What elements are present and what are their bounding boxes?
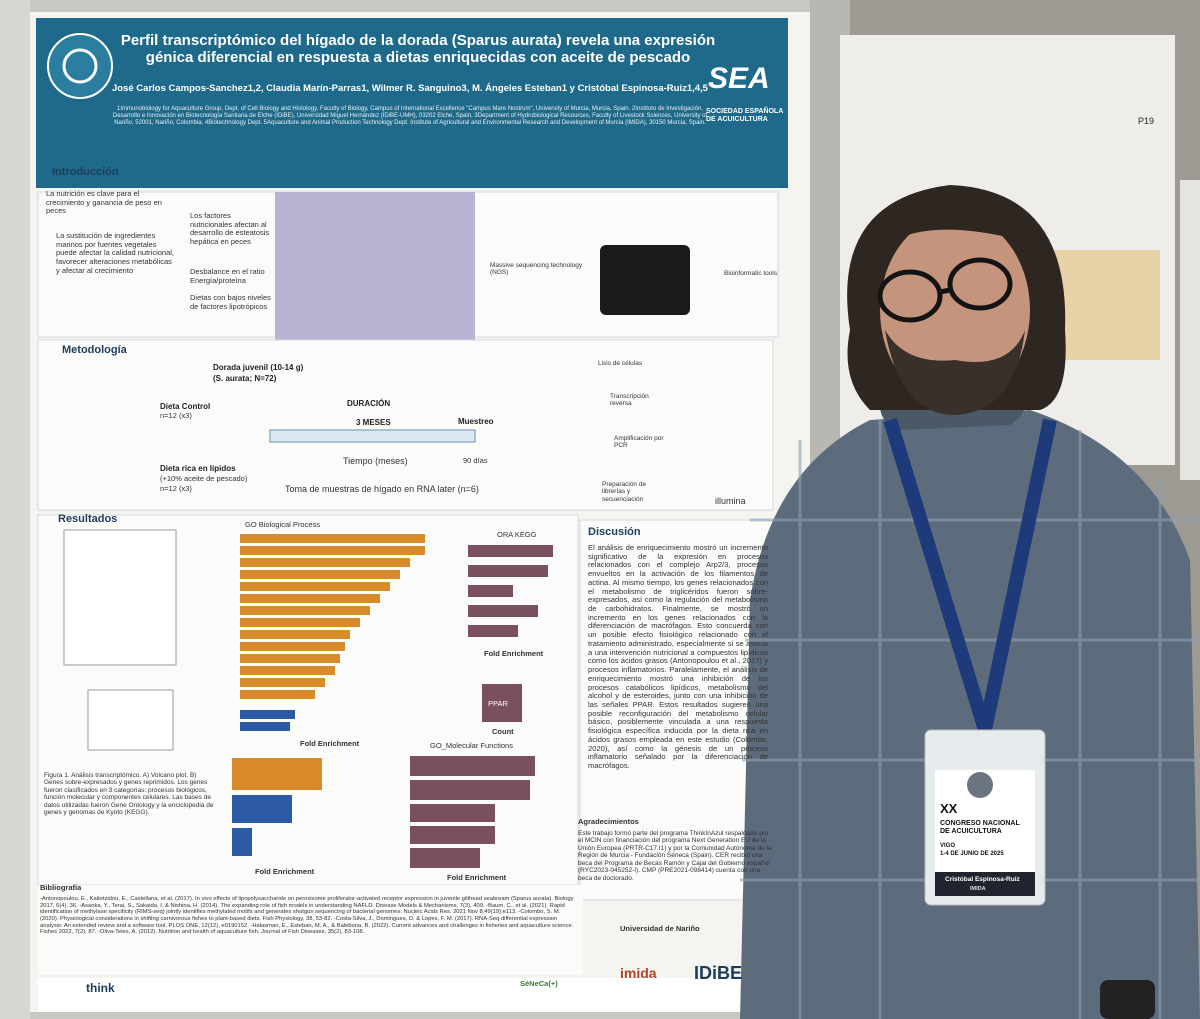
method-text: Lisis de células xyxy=(598,360,643,367)
logo-strip xyxy=(38,978,778,1012)
ppar-box xyxy=(482,684,522,722)
intro-text: La sustitución de ingredientes marinos p… xyxy=(56,231,174,275)
method-panel xyxy=(37,339,774,511)
board-number: P19 xyxy=(1138,116,1155,126)
axis-label: Fold Enrichment xyxy=(484,649,544,658)
badge-name-bar xyxy=(935,872,1035,896)
poster-affiliations: 1Immunobiology for Aquaculture Group, De… xyxy=(112,106,708,126)
method-text: (S. aurata; N=72) xyxy=(213,374,277,383)
section-heading: Metodología xyxy=(62,344,127,356)
section-heading: Resultados xyxy=(58,513,118,525)
badge-text: 1-4 DE JUNIO DE 2025 xyxy=(940,851,1004,857)
intro-text: Desbalance en el ratio Energía/proteína xyxy=(190,267,265,285)
intro-text: Massive sequencing technology (NGS) xyxy=(490,262,583,277)
mf-bar-2 xyxy=(232,795,292,823)
logo-text: think xyxy=(86,981,115,995)
poster-title: Perfil transcriptómico del hígado de la … xyxy=(120,32,716,67)
badge-text: XX xyxy=(940,801,958,816)
logo-text: imida xyxy=(620,965,657,981)
axis-label: Fold Enrichment xyxy=(255,867,315,876)
glasses xyxy=(877,257,1013,323)
axis-label: Count xyxy=(492,727,514,736)
badge-affiliation: IMIDA xyxy=(970,886,986,892)
chart-label: PPAR xyxy=(488,699,508,708)
watch xyxy=(1100,980,1155,1019)
congress-logo xyxy=(47,33,113,99)
discussion-panel xyxy=(579,519,776,901)
fringe xyxy=(870,209,1030,250)
biblio-panel xyxy=(38,885,583,975)
method-text: (+10% aceite de pescado) xyxy=(160,474,248,483)
figure-caption: Figura 1. Análisis transcriptómico. A) V… xyxy=(44,772,214,817)
beard xyxy=(885,330,1025,415)
mf-bar-3 xyxy=(232,828,252,856)
method-text: DURACIÓN xyxy=(347,399,391,408)
discussion-text: El análisis de enriquecimiento mostró un… xyxy=(588,543,768,770)
badge-text: VIGO xyxy=(940,843,956,849)
badge-name: Cristóbal Espinosa-Ruiz xyxy=(945,876,1020,883)
acknowledgements-text: Este trabajo formó parte del programa Th… xyxy=(578,830,772,882)
chart-title: ORA KEGG xyxy=(497,530,537,539)
poster-header xyxy=(36,18,788,188)
method-text: Transcripción reversa xyxy=(610,393,649,408)
method-text: Muestreo xyxy=(458,417,494,426)
b-plot xyxy=(87,689,174,751)
method-text: Preparación de librerías y secuenciación xyxy=(602,481,647,503)
section-heading: Introducción xyxy=(52,166,119,178)
section-heading: Discusión xyxy=(588,526,641,538)
method-text: n=12 (x3) xyxy=(160,484,192,493)
logo-text: Universidad de Nariño xyxy=(620,924,700,933)
go-bars xyxy=(240,534,425,699)
badge-logo xyxy=(967,772,993,798)
congress-logo-swirl xyxy=(62,48,98,84)
logo-text: SéNeCa(+) xyxy=(520,979,558,988)
ngs-image xyxy=(600,245,690,315)
method-text: n=12 (x3) xyxy=(160,411,192,420)
axis-label: Fold Enrichment xyxy=(447,873,507,882)
go-blue-bars xyxy=(240,710,295,731)
badge-text: CONGRESO NACIONAL DE ACUICULTURA xyxy=(940,820,1020,836)
method-text: 90 días xyxy=(463,456,488,465)
method-text: Tiempo (meses) xyxy=(343,456,408,466)
intro-text: Bioinformatic tools xyxy=(724,270,778,277)
intro-text: Los factores nutricionales afectan al de… xyxy=(190,211,270,246)
kegg-bars xyxy=(468,545,553,637)
method-text: Dieta Control xyxy=(160,402,211,411)
logo-text: IDiBE xyxy=(694,963,743,983)
board-edge xyxy=(0,0,30,1019)
chart-title: GO Biological Process xyxy=(245,520,321,529)
method-text: Amplificación por PCR xyxy=(614,435,664,450)
mf-bar-1 xyxy=(232,758,322,790)
society-logo: SEA xyxy=(708,62,770,95)
section-heading: Agradecimientos xyxy=(578,817,639,826)
timeline-bar xyxy=(269,429,476,443)
bibliography-text: -Antonopoulou, E., Kaitetzidou, E., Cast… xyxy=(40,896,574,936)
method-text: illumina xyxy=(715,496,746,506)
plaid-shirt xyxy=(740,410,1200,1019)
method-text: 3 MESES xyxy=(356,418,391,427)
chart-title: GO_Molecular Functions xyxy=(430,741,513,750)
poster-authors: José Carlos Campos-Sanchez1,2, Claudia M… xyxy=(112,83,708,94)
section-heading: Bibliografía xyxy=(40,883,82,892)
intro-text: La nutrición es clave para el crecimient… xyxy=(46,189,162,216)
method-text: Dorada juvenil (10-14 g) xyxy=(213,363,304,372)
intro-text: Dietas con bajos niveles de factores lip… xyxy=(190,293,271,311)
volcano-plot xyxy=(63,529,177,666)
method-text: Dieta rica en lípidos xyxy=(160,464,236,473)
axis-label: Fold Enrichment xyxy=(300,739,360,748)
far-board xyxy=(1180,180,1200,480)
society-name: SOCIEDAD ESPAÑOLA DE ACUICULTURA xyxy=(706,108,784,124)
histology-images xyxy=(275,192,475,342)
method-text: Toma de muestras de hígado en RNA later … xyxy=(285,484,479,494)
mf-kegg-bars xyxy=(410,756,535,868)
